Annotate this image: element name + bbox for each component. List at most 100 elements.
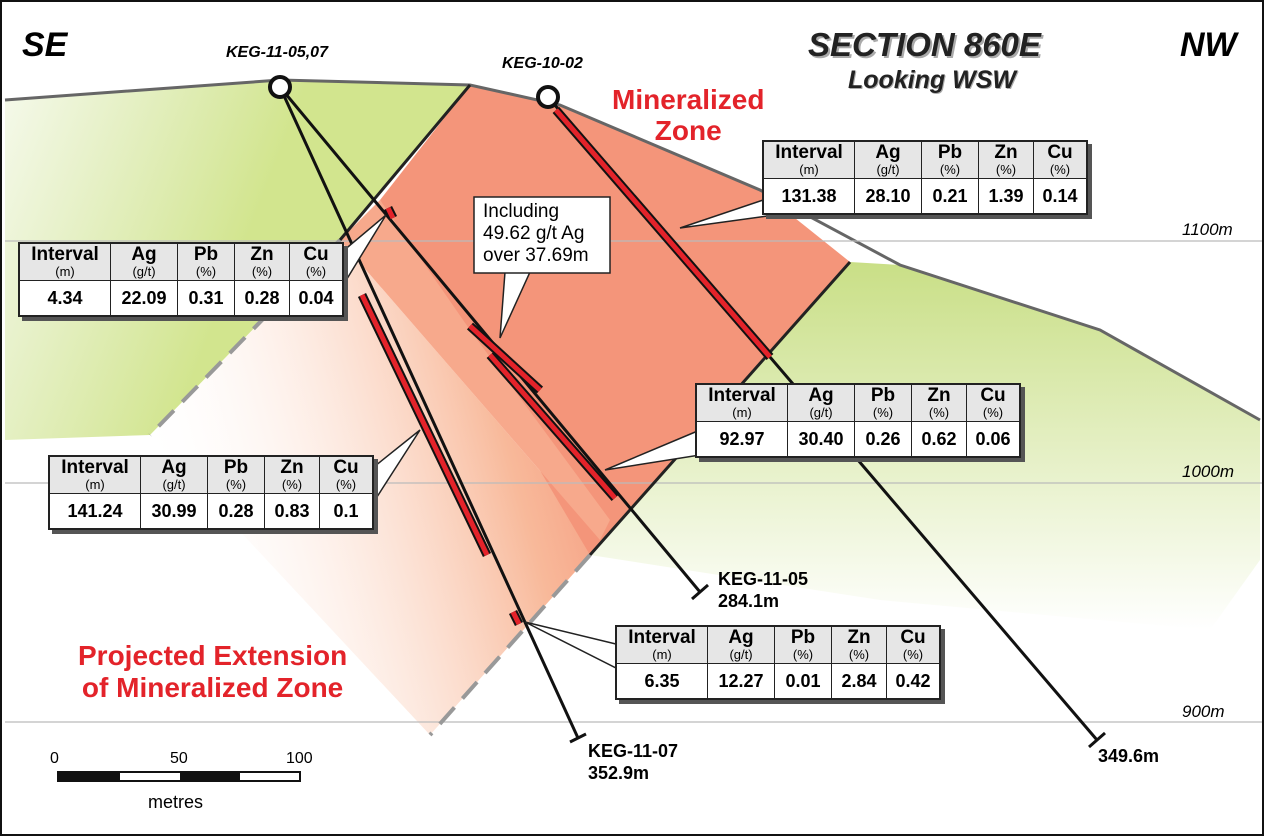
value-cell: 0.06 <box>966 421 1021 458</box>
header-cell: Ag (g/t) <box>854 140 922 179</box>
drill-hole <box>278 86 580 739</box>
value-cell: 6.35 <box>615 663 708 700</box>
header-cell: Zn (%) <box>264 455 320 494</box>
value-cell: 0.28 <box>234 280 290 317</box>
intercept <box>554 108 772 359</box>
header-cell: Interval (m) <box>48 455 141 494</box>
column-name: Ag <box>131 244 157 265</box>
callout-line: over 37.69m <box>483 245 589 266</box>
hole-depth: 349.6m <box>1098 746 1160 766</box>
header-row: Interval (m) Ag (g/t) Pb (%) Zn (%) Cu (%) <box>615 625 941 664</box>
column-unit: (g/t) <box>876 162 900 177</box>
column-unit: (m) <box>652 647 672 662</box>
column-name: Zn <box>847 627 871 648</box>
column-unit: (%) <box>225 477 247 492</box>
column-name: Cu <box>333 457 359 478</box>
header-cell: Ag (g/t) <box>707 625 775 664</box>
direction-label: NW <box>1180 26 1237 64</box>
header-cell: Zn (%) <box>831 625 887 664</box>
hole-end-label: KEG-11-05 284.1m <box>718 568 808 612</box>
value-row: 6.35 12.27 0.01 2.84 0.42 <box>615 663 941 700</box>
scale-tick-label: 0 <box>50 750 59 767</box>
zone-label-line: Mineralized <box>612 84 765 115</box>
value-cell: 141.24 <box>48 493 141 530</box>
callout-line: 49.62 g/t Ag <box>483 223 585 244</box>
scale-bar-segment <box>180 772 240 781</box>
column-unit: (m) <box>799 162 819 177</box>
header-cell: Interval (m) <box>18 242 111 281</box>
value-cell: 0.83 <box>264 493 320 530</box>
header-cell: Ag (g/t) <box>140 455 208 494</box>
header-cell: Pb (%) <box>854 383 912 422</box>
header-cell: Interval (m) <box>615 625 708 664</box>
value-cell: 1.39 <box>978 178 1034 215</box>
column-unit: (%) <box>195 264 217 279</box>
hole-name: KEG-11-05 <box>718 569 809 589</box>
value-cell: 0.62 <box>911 421 967 458</box>
value-cell: 0.1 <box>319 493 374 530</box>
value-row: 4.34 22.09 0.31 0.28 0.04 <box>18 280 344 317</box>
column-name: Pb <box>790 627 816 648</box>
header-cell: Pb (%) <box>921 140 979 179</box>
header-cell: Cu (%) <box>1033 140 1088 179</box>
column-name: Cu <box>900 627 926 648</box>
elevation-label: 1000m <box>1182 462 1234 481</box>
column-unit: (m) <box>732 405 752 420</box>
subtitle: Looking WSW <box>848 66 1017 94</box>
column-unit: (m) <box>85 477 105 492</box>
intercept <box>468 324 542 392</box>
column-unit: (%) <box>848 647 870 662</box>
column-unit: (%) <box>939 162 961 177</box>
header-cell: Pb (%) <box>774 625 832 664</box>
assay-table: Interval (m) Ag (g/t) Pb (%) Zn (%) Cu (%) 92.97 30… <box>695 383 1021 458</box>
callout-line: Including <box>483 201 560 222</box>
callout-pointer <box>524 621 621 672</box>
column-unit: (%) <box>305 264 327 279</box>
column-name: Interval <box>628 627 696 648</box>
value-cell: 92.97 <box>695 421 788 458</box>
title: SECTION 860E <box>808 26 1041 63</box>
zone-label: Projected Extension of Mineralized Zone <box>78 640 347 704</box>
header-cell: Interval (m) <box>695 383 788 422</box>
column-unit: (g/t) <box>729 647 753 662</box>
column-unit: (g/t) <box>809 405 833 420</box>
hole-end <box>691 583 709 601</box>
header-cell: Ag (g/t) <box>787 383 855 422</box>
hole-end <box>569 732 587 744</box>
column-name: Ag <box>161 457 187 478</box>
column-unit: (m) <box>55 264 75 279</box>
assay-table: Interval (m) Ag (g/t) Pb (%) Zn (%) Cu (%) 4.34 22.… <box>18 242 344 317</box>
column-name: Ag <box>728 627 754 648</box>
scale-tick-label: 50 <box>170 750 188 767</box>
header-cell: Cu (%) <box>289 242 344 281</box>
header-cell: Pb (%) <box>177 242 235 281</box>
value-cell: 0.01 <box>774 663 832 700</box>
header-cell: Interval (m) <box>762 140 855 179</box>
intercept <box>488 353 617 500</box>
scale-bar-segment <box>58 772 120 781</box>
zone-boundary <box>338 84 472 241</box>
column-unit: (%) <box>1049 162 1071 177</box>
collar-label: KEG-10-02 <box>502 55 583 72</box>
column-unit: (%) <box>995 162 1017 177</box>
value-cell: 28.10 <box>854 178 922 215</box>
column-name: Interval <box>708 385 776 406</box>
header-cell: Cu (%) <box>319 455 374 494</box>
column-name: Zn <box>280 457 304 478</box>
hole-end <box>1088 731 1106 749</box>
scale-tick-label: 100 <box>286 750 313 767</box>
value-row: 92.97 30.40 0.26 0.62 0.06 <box>695 421 1021 458</box>
value-cell: 22.09 <box>110 280 178 317</box>
value-cell: 131.38 <box>762 178 855 215</box>
value-cell: 0.28 <box>207 493 265 530</box>
collar <box>536 85 560 109</box>
column-name: Pb <box>870 385 896 406</box>
elevation-label: 900m <box>1182 702 1225 721</box>
column-unit: (%) <box>281 477 303 492</box>
zone-label-line: of Mineralized Zone <box>81 672 344 703</box>
column-name: Ag <box>875 142 901 163</box>
callout-text: Including 49.62 g/t Ag over 37.69m <box>483 201 589 267</box>
collar-label: KEG-11-05,07 <box>226 44 328 61</box>
mineralized-zone <box>340 200 610 540</box>
